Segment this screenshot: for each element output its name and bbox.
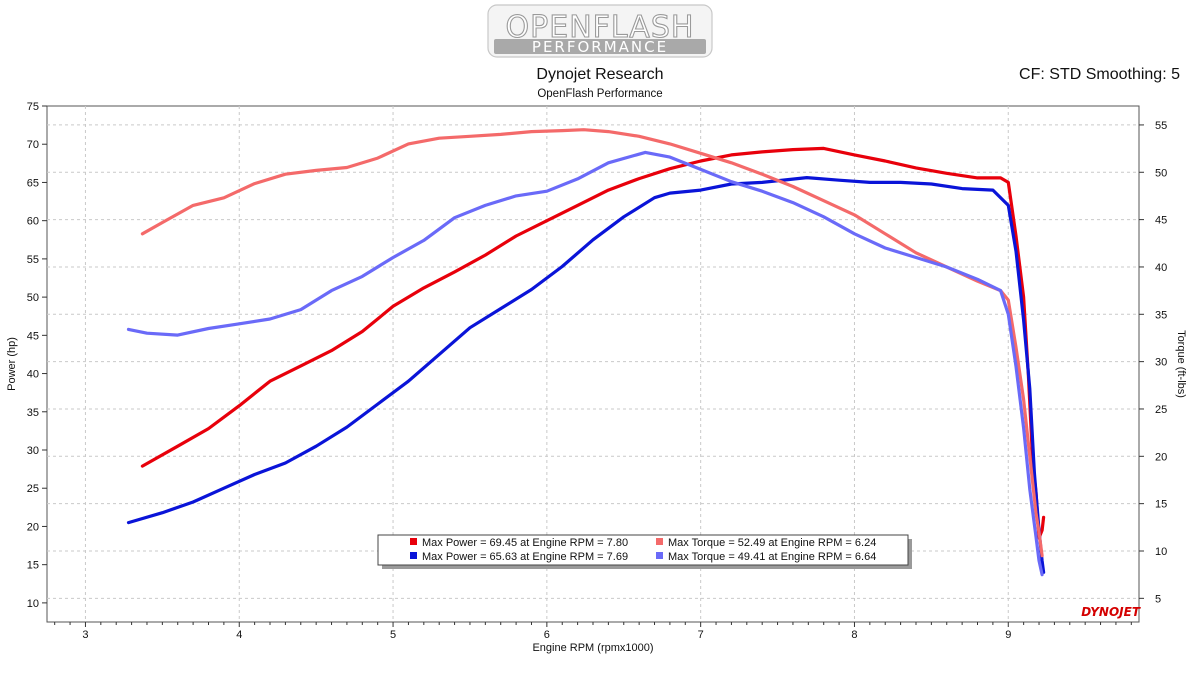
chart-subtitle: OpenFlash Performance [537,88,662,100]
legend-swatch [410,552,417,559]
y-tick-label: 30 [27,445,39,457]
y-tick-label: 50 [27,292,39,304]
y2-tick-label: 45 [1155,215,1167,227]
y-tick-label: 55 [27,254,39,266]
axis-ticks: 3 4 5 6 7 8 9101520253035404550556065707551015… [27,101,1168,641]
series-line-1 [126,176,1046,574]
y2-tick-label: 25 [1155,404,1167,416]
y-tick-label: 40 [27,369,39,381]
y-tick-label: 70 [27,139,39,151]
series-line-2 [140,128,1044,558]
logo-sub-bar [494,39,706,54]
series-lines [126,128,1046,577]
y-tick-label: 20 [27,521,39,533]
correction-factor: CF: STD Smoothing: 5 [1019,66,1180,83]
y2-axis-label: Torque (ft-lbs) [1175,330,1187,398]
legend-entry: Max Torque = 52.49 at Engine RPM = 6.24 [668,537,876,549]
y2-tick-label: 50 [1155,167,1167,179]
dynojet-brand-logo: DYNOJET [1081,605,1141,619]
legend-entry: Max Torque = 49.41 at Engine RPM = 6.64 [668,551,876,563]
legend-swatch [656,538,663,545]
y2-tick-label: 55 [1155,120,1167,132]
chart-title: Dynojet Research [536,66,663,83]
legend-entry: Max Power = 65.63 at Engine RPM = 7.69 [422,551,628,563]
y-axis-label: Power (hp) [6,337,18,391]
y2-tick-label: 35 [1155,309,1167,321]
legend-swatch [410,538,417,545]
y-tick-label: 10 [27,598,39,610]
x-tick-label: 8 [851,629,857,641]
x-axis-label: Engine RPM (rpmx1000) [532,642,653,654]
legend: Max Power = 69.45 at Engine RPM = 7.80 Ma… [377,534,912,569]
y-tick-label: 45 [27,330,39,342]
y2-tick-label: 10 [1155,546,1167,558]
y2-tick-label: 15 [1155,499,1167,511]
y2-tick-label: 40 [1155,262,1167,274]
x-tick-label: 6 [544,629,550,641]
y-tick-label: 15 [27,560,39,572]
y-tick-label: 60 [27,216,39,228]
y2-tick-label: 30 [1155,357,1167,369]
x-tick-label: 3 [82,629,88,641]
legend-swatch [656,552,663,559]
y-tick-label: 25 [27,483,39,495]
x-tick-label: 4 [236,629,242,641]
y-tick-label: 35 [27,407,39,419]
openflash-logo: OPENFLASH PERFORMANCE [487,4,713,58]
x-tick-label: 9 [1005,629,1011,641]
x-tick-label: 5 [390,629,396,641]
x-tick-label: 7 [698,629,704,641]
y2-tick-label: 5 [1155,593,1161,605]
series-line-3 [126,150,1044,577]
y-tick-label: 65 [27,177,39,189]
y-tick-label: 75 [27,101,39,113]
logo-sub-text: PERFORMANCE [532,38,668,56]
legend-entry: Max Power = 69.45 at Engine RPM = 7.80 [422,537,628,549]
y2-tick-label: 20 [1155,451,1167,463]
legend-box [377,534,909,566]
